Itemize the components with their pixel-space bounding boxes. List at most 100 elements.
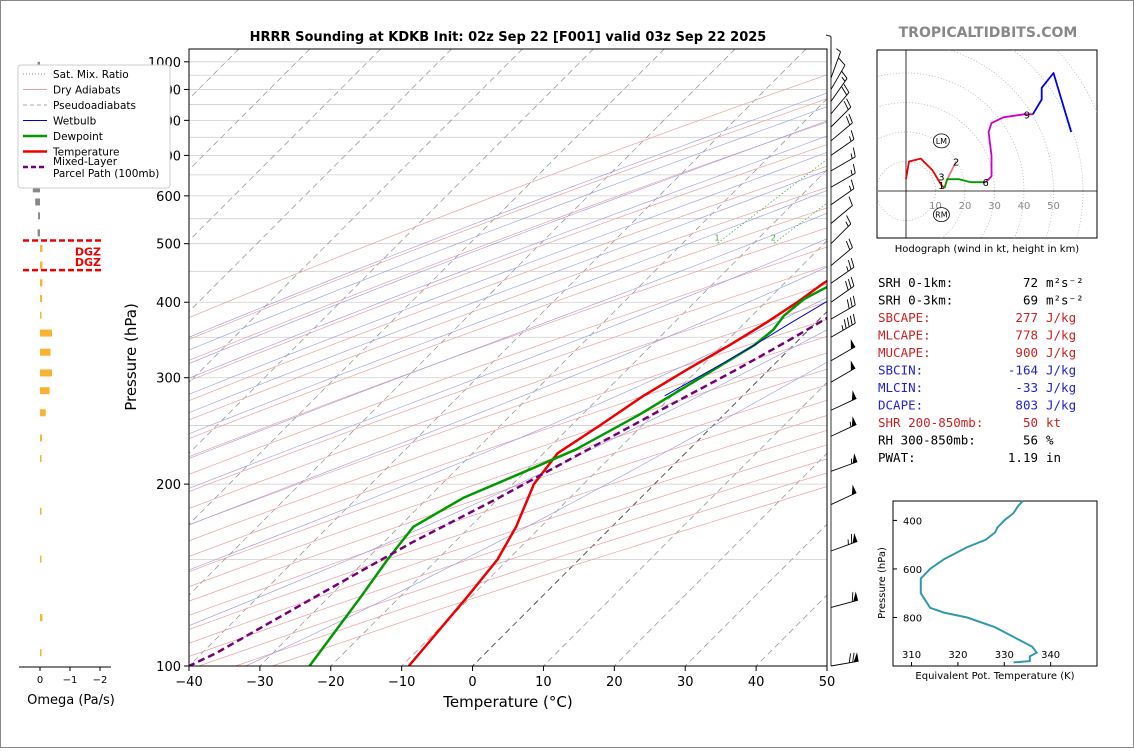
index-label: PWAT:: [878, 450, 916, 465]
hodo-ring-label: 30: [988, 201, 1001, 212]
barb-pennant: [852, 453, 858, 464]
wind-barb: [825, 34, 832, 65]
legend-label: Dry Adiabats: [53, 85, 121, 97]
theta-e-y-tick-label: 400: [903, 516, 922, 527]
barb-half: [847, 539, 849, 545]
barb-staff: [830, 122, 853, 142]
skewt-grid: 1246810131620243036: [189, 49, 827, 666]
index-label: SRH 0-1km:: [878, 275, 953, 290]
wind-barb: [830, 360, 856, 383]
omega-bar: [40, 507, 42, 515]
wind-barb: [830, 179, 855, 206]
barb-full: [847, 259, 852, 270]
theta-e-y-tick-label: 800: [903, 613, 922, 624]
pseudoadiabat: [189, 169, 827, 414]
isotherm: [189, 49, 736, 596]
theta-e-x-tick-label: 340: [1041, 650, 1060, 661]
hodograph-panel: 10 20 30 40 50 1 23 6 9 LM RM Hodograph (wind in k…: [876, 49, 1098, 255]
hodo-ring-label: 50: [1047, 201, 1060, 212]
index-label: RH 300-850mb:: [878, 433, 976, 448]
barb-staff: [830, 322, 856, 338]
x-tick-label: −40: [175, 675, 202, 690]
mixing-ratio-label: 2: [771, 234, 776, 243]
omega-bar: [40, 311, 42, 319]
barb-full: [848, 238, 853, 248]
dry-adiabat: [189, 415, 827, 630]
barb-staff: [830, 461, 858, 472]
barb-pennant: [851, 390, 857, 401]
barb-pennant: [853, 591, 859, 602]
hodo-ring-label: 20: [959, 201, 972, 212]
isotherm: [259, 98, 827, 666]
index-label: MUCAPE:: [878, 345, 931, 360]
index-value: 778: [1015, 328, 1038, 343]
x-tick-label: 20: [606, 675, 623, 690]
theta-e-x-label: Equivalent Pot. Temperature (K): [915, 671, 1074, 682]
index-value: 50: [1023, 415, 1038, 430]
index-unit: J/kg: [1046, 380, 1076, 395]
barb-half: [845, 221, 849, 227]
dry-adiabat: [189, 399, 827, 616]
wind-barb: [830, 238, 853, 266]
theta-e-panel: Equivalent Pot. Temperature (K) Pressure…: [877, 500, 1098, 682]
x-tick-label: −30: [246, 675, 273, 690]
barb-full: [841, 70, 848, 79]
barb-pennant: [851, 416, 857, 427]
barb-full: [843, 84, 850, 93]
dry-adiabat: [189, 121, 827, 361]
barb-full: [846, 299, 850, 309]
chart-title: HRRR Sounding at KDKB Init: 02z Sep 22 […: [250, 30, 767, 45]
barb-half: [850, 169, 853, 176]
index-value: 72: [1023, 275, 1038, 290]
barb-full: [852, 652, 855, 663]
theta-e-x-tick-label: 330: [995, 650, 1014, 661]
theta-e-y-label: Pressure (hPa): [877, 547, 888, 619]
wind-barb: [830, 390, 857, 411]
hodo-height-label: 6: [982, 178, 988, 189]
indices-table: SRH 0-1km: 72 m²s⁻² SRH 0-3km: 69 m²s⁻² SBCAPE…: [878, 275, 1084, 465]
barb-full: [847, 278, 852, 289]
barb-half: [849, 185, 852, 191]
barb-half: [849, 421, 852, 428]
index-unit: J/kg: [1046, 345, 1076, 360]
barb-full: [850, 533, 853, 544]
index-label: DCAPE:: [878, 398, 923, 413]
dry-adiabat: [189, 384, 827, 602]
barb-full: [852, 295, 856, 306]
hodo-trace: [943, 178, 986, 189]
barb-staff: [830, 188, 855, 206]
barb-staff: [830, 78, 848, 102]
barb-staff: [830, 346, 856, 362]
barb-full: [848, 113, 853, 123]
barb-full: [845, 240, 851, 250]
omega-bar: [37, 229, 40, 237]
barb-full: [841, 86, 848, 96]
wind-barb: [830, 257, 855, 284]
barb-full: [846, 98, 852, 108]
barb-half: [849, 136, 852, 142]
theta-e-x-tick-label: 310: [902, 650, 921, 661]
omega-tick-label: 0: [37, 675, 43, 686]
mixing-ratio-label: 1: [714, 234, 719, 243]
legend-label: Temperature: [52, 147, 120, 159]
wind-barb: [830, 98, 852, 128]
y-tick-label: 100: [156, 660, 181, 675]
omega-bar: [40, 614, 43, 622]
hodo-trace: [984, 113, 1033, 183]
barb-staff: [830, 660, 859, 667]
wind-barb: [830, 453, 858, 472]
y-tick-label: 600: [156, 190, 181, 205]
y-tick-label: 500: [156, 238, 181, 253]
dgz-label: DGZ: [75, 256, 101, 269]
omega-bar: [40, 434, 42, 442]
index-label: SBCIN:: [878, 363, 923, 378]
index-label: SBCAPE:: [878, 310, 931, 325]
barb-staff: [830, 247, 853, 266]
barb-full: [852, 313, 856, 324]
index-value: 803: [1015, 398, 1038, 413]
isotherm: [330, 169, 827, 666]
wind-barb: [830, 276, 855, 303]
hodograph-plot: 10 20 30 40 50 1 23 6 9 LM RM: [878, 50, 1097, 238]
barb-staff: [830, 106, 852, 128]
